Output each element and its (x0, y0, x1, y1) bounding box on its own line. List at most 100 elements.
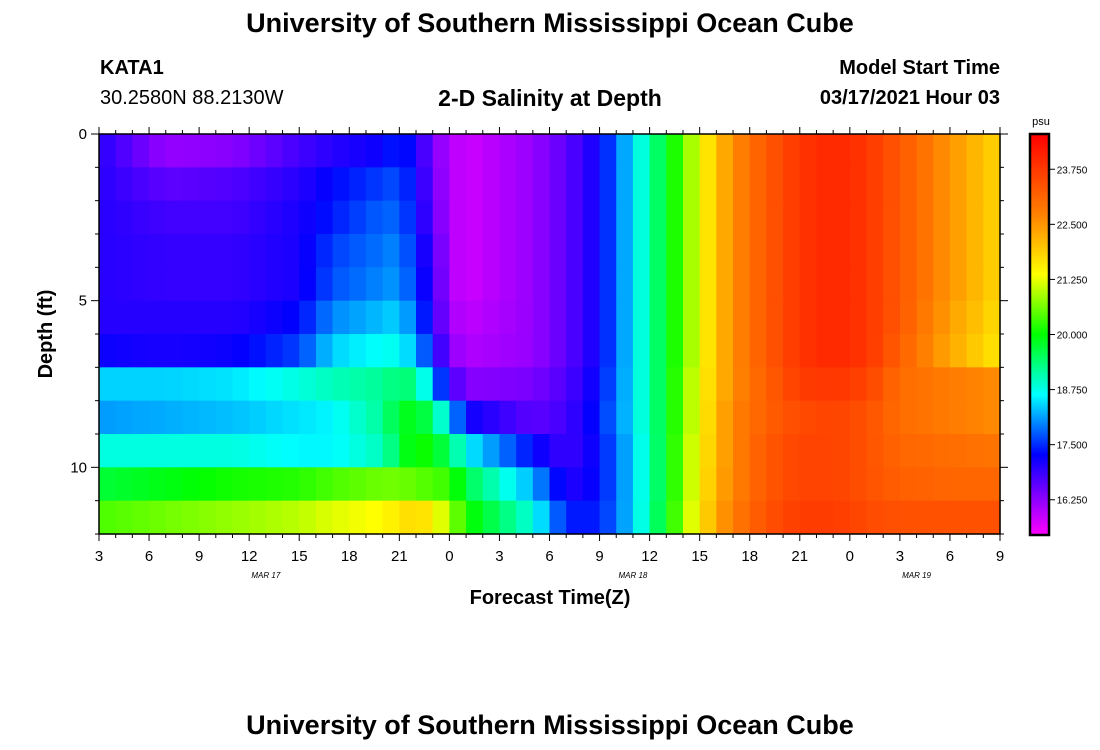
heatmap-cell (766, 367, 784, 402)
x-tick-label: 9 (595, 548, 603, 565)
heatmap-cell (132, 400, 150, 435)
heatmap-cell (883, 334, 901, 368)
heatmap-cell (883, 234, 901, 268)
x-tick-label: 18 (341, 548, 358, 565)
heatmap-cell (432, 300, 450, 335)
heatmap-cell (432, 467, 450, 502)
heatmap-cell (682, 400, 701, 435)
colorbar-tick-label: 17.500 (1057, 441, 1088, 452)
heatmap-cell (966, 234, 984, 268)
heatmap-cell (949, 200, 968, 235)
heatmap-cell (783, 200, 801, 235)
heatmap-cell (215, 367, 234, 402)
heatmap-cell (182, 400, 200, 435)
heatmap-cell (733, 200, 751, 235)
heatmap-cell (749, 234, 768, 268)
heatmap-cell (566, 167, 584, 202)
heatmap-cell (382, 167, 400, 202)
heatmap-cell (482, 267, 501, 302)
heatmap-cell (482, 300, 501, 335)
heatmap-cell (749, 367, 768, 402)
heatmap-cell (766, 467, 784, 502)
heatmap-cell (265, 367, 284, 402)
heatmap-cell (349, 234, 367, 268)
heatmap-cell (866, 167, 884, 202)
heatmap-cell (132, 134, 150, 168)
heatmap-cell (516, 267, 534, 302)
heatmap-cell (349, 500, 367, 535)
x-tick-label: 12 (241, 548, 258, 565)
heatmap-cell (949, 334, 968, 368)
heatmap-cell (833, 467, 851, 502)
heatmap-cell (632, 200, 651, 235)
heatmap-cell (799, 467, 818, 502)
heatmap-cell (532, 167, 551, 202)
heatmap-cell (699, 434, 717, 468)
heatmap-cell (382, 334, 400, 368)
heatmap-cell (349, 300, 367, 335)
heatmap-cell (833, 167, 851, 202)
heatmap-cell (315, 300, 334, 335)
heatmap-cell (866, 300, 884, 335)
heatmap-cell (799, 200, 818, 235)
heatmap-cell (699, 200, 717, 235)
heatmap-cell (182, 434, 200, 468)
heatmap-cell (499, 467, 517, 502)
heatmap-cell (516, 134, 534, 168)
heatmap-cell (365, 400, 384, 435)
heatmap-cell (549, 500, 567, 535)
heatmap-cell (315, 500, 334, 535)
heatmap-cell (516, 500, 534, 535)
heatmap-cell (416, 134, 434, 168)
heatmap-cell (716, 167, 734, 202)
heatmap-cell (682, 500, 701, 535)
heatmap-cell (916, 267, 934, 302)
heatmap-cell (199, 134, 217, 168)
heatmap-cell (833, 267, 851, 302)
heatmap-cell (682, 134, 701, 168)
heatmap-cell (599, 434, 617, 468)
heatmap-cell (582, 267, 601, 302)
heatmap-cell (616, 167, 634, 202)
heatmap-cell (482, 500, 501, 535)
heatmap-cell (849, 334, 868, 368)
y-axis-label: Depth (ft) (35, 290, 57, 379)
heatmap-cell (399, 200, 417, 235)
heatmap-cell (983, 167, 1001, 202)
heatmap-cell (916, 434, 934, 468)
heatmap-cell (632, 134, 651, 168)
heatmap-cell (282, 434, 300, 468)
heatmap-cell (466, 367, 484, 402)
heatmap-cell (783, 134, 801, 168)
heatmap-cell (949, 500, 968, 535)
heatmap-cell (933, 300, 951, 335)
heatmap-cell (132, 500, 150, 535)
heatmap-cell (215, 300, 234, 335)
y-tick-label: 0 (79, 126, 87, 143)
heatmap-cell (516, 367, 534, 402)
heatmap-cell (783, 467, 801, 502)
heatmap-cell (199, 434, 217, 468)
heatmap-cell (482, 167, 501, 202)
heatmap-cell (632, 234, 651, 268)
heatmap-cell (232, 367, 250, 402)
heatmap-cell (199, 334, 217, 368)
heatmap-cell (849, 434, 868, 468)
heatmap-cell (265, 400, 284, 435)
heatmap-cell (349, 134, 367, 168)
heatmap-cell (582, 400, 601, 435)
model-start-value: 03/17/2021 Hour 03 (819, 87, 1000, 109)
heatmap-cell (299, 167, 317, 202)
heatmap-cell (332, 200, 350, 235)
heatmap-cell (549, 267, 567, 302)
heatmap-cell (582, 500, 601, 535)
heatmap-cell (716, 400, 734, 435)
heatmap-cell (983, 200, 1001, 235)
heatmap-cell (749, 300, 768, 335)
heatmap-cell (566, 400, 584, 435)
heatmap-cell (399, 300, 417, 335)
heatmap-cell (249, 200, 267, 235)
heatmap-cell (682, 367, 701, 402)
heatmap-cell (299, 467, 317, 502)
heatmap-cell (799, 134, 818, 168)
